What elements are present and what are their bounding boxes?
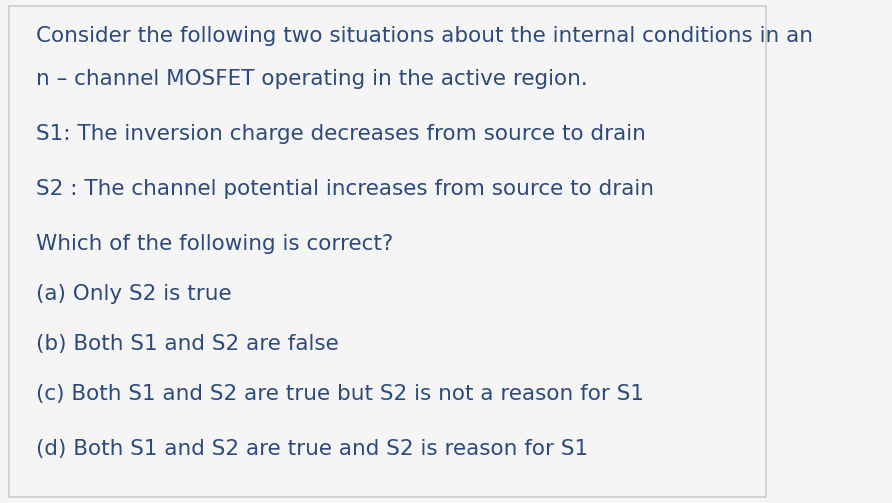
Text: n – channel MOSFET operating in the active region.: n – channel MOSFET operating in the acti… xyxy=(37,69,588,89)
Text: Which of the following is correct?: Which of the following is correct? xyxy=(37,234,393,254)
Text: S1: The inversion charge decreases from source to drain: S1: The inversion charge decreases from … xyxy=(37,124,646,144)
Text: (a) Only S2 is true: (a) Only S2 is true xyxy=(37,284,232,304)
Text: (b) Both S1 and S2 are false: (b) Both S1 and S2 are false xyxy=(37,334,339,354)
Text: Consider the following two situations about the internal conditions in an: Consider the following two situations ab… xyxy=(37,26,814,46)
Text: (c) Both S1 and S2 are true but S2 is not a reason for S1: (c) Both S1 and S2 are true but S2 is no… xyxy=(37,384,644,404)
Text: (d) Both S1 and S2 are true and S2 is reason for S1: (d) Both S1 and S2 are true and S2 is re… xyxy=(37,439,588,459)
Text: S2 : The channel potential increases from source to drain: S2 : The channel potential increases fro… xyxy=(37,179,654,199)
FancyBboxPatch shape xyxy=(9,7,766,496)
